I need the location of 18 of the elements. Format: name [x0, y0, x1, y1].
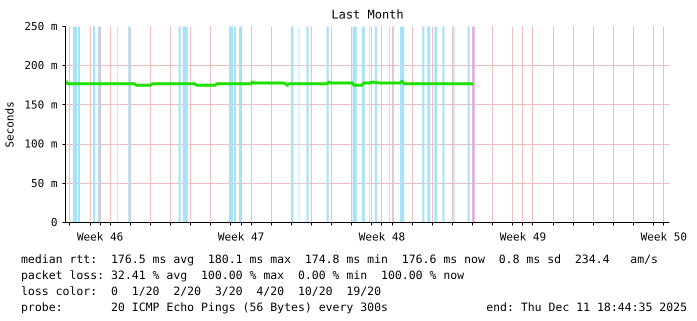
text: loss color: 0 1/20 2/20 3/20 4/20 10/20 19/20 [21, 283, 382, 299]
text: end: Thu Dec 11 18:44:35 2025 [486, 299, 687, 315]
text: probe: 20 ICMP Echo Pings (56 Bytes) every 300s [21, 299, 388, 315]
x-tick-label: Week 47 [218, 230, 264, 244]
x-tick-label: Week 50 [640, 230, 688, 244]
y-tick-label: 50 m [31, 176, 58, 190]
chart-title: Last Month [331, 8, 404, 22]
x-tick-label: Week 49 [500, 230, 546, 244]
text: median rtt: 176.5 ms avg 180.1 ms max 174.8 ms min 176.6 ms now 0.8 ms sd 234.4 am/s [21, 251, 659, 267]
x-tick-label: Week 48 [358, 230, 406, 244]
x-tick-label: Week 46 [76, 230, 124, 244]
y-tick-label: 250 m [24, 20, 58, 33]
y-axis-title: Seconds [3, 101, 16, 148]
y-tick-label: 0 [50, 216, 58, 229]
text: packet loss: 32.41 % avg 100.00 % max 0.00 % min 100.00 % now [21, 267, 466, 283]
y-tick-label: 200 m [24, 59, 58, 72]
y-tick-label: 100 m [24, 138, 58, 151]
y-tick-label: 150 m [24, 98, 58, 112]
